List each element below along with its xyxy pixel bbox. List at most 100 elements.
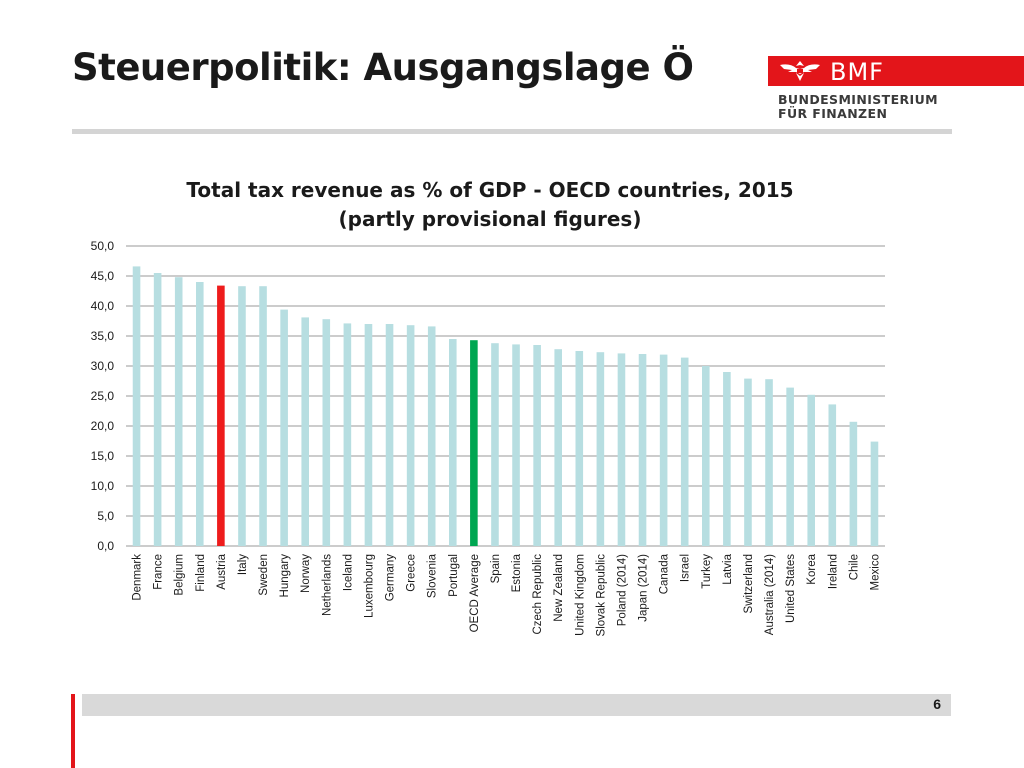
x-tick-label: Switzerland — [743, 554, 755, 613]
bar-netherlands — [322, 319, 331, 546]
x-tick-label: Germany — [385, 554, 397, 602]
page-number: 6 — [933, 696, 941, 712]
bar-slovenia — [427, 326, 436, 546]
x-tick-label: Japan (2014) — [638, 554, 650, 622]
bar-denmark — [132, 266, 141, 546]
gridlines — [126, 245, 885, 547]
x-tick-label: Poland (2014) — [616, 554, 628, 626]
chart-subtitle: (partly provisional figures) — [338, 207, 642, 231]
bar-luxembourg — [364, 324, 373, 546]
y-tick-label: 40,0 — [91, 299, 115, 313]
bar-greece — [406, 325, 415, 546]
y-tick-label: 30,0 — [91, 359, 115, 373]
x-tick-label: France — [153, 554, 165, 590]
x-tick-label: OECD Average — [469, 554, 481, 632]
y-tick-label: 50,0 — [91, 239, 115, 253]
title-divider — [72, 129, 952, 134]
chart-title: Total tax revenue as % of GDP - OECD cou… — [186, 178, 794, 202]
bar-czech-republic — [533, 345, 541, 546]
bar-turkey — [701, 366, 710, 546]
x-tick-label: Israel — [680, 554, 692, 582]
bar-canada — [659, 354, 668, 546]
slide-title: Steuerpolitik: Ausgangslage Ö — [72, 46, 694, 89]
bar-united-kingdom — [575, 351, 584, 546]
chart-title-block: Total tax revenue as % of GDP - OECD cou… — [100, 176, 880, 234]
bar-france — [153, 273, 162, 546]
y-tick-label: 5,0 — [97, 509, 114, 523]
x-tick-label: Finland — [195, 554, 207, 592]
y-tick-label: 35,0 — [91, 329, 115, 343]
bar-oecd-average — [470, 340, 478, 546]
bmf-logo: BMF BUNDESMINISTERIUM FÜR FINANZEN — [768, 56, 1024, 121]
bar-australia-2014 — [765, 379, 773, 546]
logo-line-1: BUNDESMINISTERIUM — [778, 92, 938, 107]
bar-portugal — [448, 339, 457, 546]
x-tick-label: Hungary — [279, 554, 291, 598]
bar-estonia — [512, 344, 520, 546]
y-tick-label: 45,0 — [91, 269, 115, 283]
x-tick-label: Estonia — [511, 553, 523, 592]
logo-abbr: BMF — [830, 58, 884, 86]
footer-accent — [71, 694, 75, 768]
bar-italy — [238, 286, 246, 546]
y-tick-label: 0,0 — [97, 539, 114, 553]
y-axis-tick-labels: 0,0 5,0 10,0 15,0 20,0 25,0 30,0 35,0 40,0 45,0 50… — [91, 239, 115, 553]
x-tick-label: Latvia — [722, 553, 734, 584]
bar-finland — [195, 282, 204, 546]
x-tick-label: Belgium — [174, 554, 186, 596]
x-tick-label: Slovak Republic — [595, 554, 607, 637]
x-tick-label: Spain — [490, 554, 502, 583]
x-tick-label: Chile — [848, 554, 860, 580]
x-tick-label: Denmark — [132, 554, 144, 601]
footer-bar: 6 — [82, 694, 951, 716]
y-tick-label: 15,0 — [91, 449, 115, 463]
x-tick-label: Greece — [406, 554, 418, 592]
bar-chile — [849, 421, 858, 546]
bar-norway — [301, 317, 310, 546]
bar-korea — [807, 394, 816, 546]
logo-line-2: FÜR FINANZEN — [778, 106, 888, 121]
x-tick-label: Australia (2014) — [764, 554, 776, 635]
bar-sweden — [259, 286, 267, 546]
bar-chart: 0,0 5,0 10,0 15,0 20,0 25,0 30,0 35,0 40,0 45,0 50… — [91, 239, 885, 636]
x-tick-label: United Kingdom — [574, 554, 586, 636]
bar-japan-2014 — [638, 354, 647, 546]
x-tick-label: New Zealand — [553, 554, 565, 622]
x-tick-label: Ireland — [827, 554, 839, 589]
bar-latvia — [723, 372, 731, 546]
bar-iceland — [343, 323, 352, 546]
x-tick-label: Slovenia — [427, 553, 439, 598]
x-tick-label: Luxembourg — [363, 554, 375, 618]
bar-hungary — [280, 309, 288, 546]
x-tick-label: Czech Republic — [532, 554, 544, 635]
bar-mexico — [870, 441, 879, 546]
x-axis-tick-labels: Denmark France Belgium Finland Austria Italy S… — [132, 553, 882, 636]
x-tick-label: Korea — [806, 553, 818, 584]
x-tick-label: United States — [785, 554, 797, 623]
bar-new-zealand — [554, 349, 563, 546]
bar-belgium — [174, 277, 183, 546]
x-tick-label: Sweden — [258, 554, 270, 596]
x-tick-label: Norway — [300, 554, 312, 593]
x-tick-label: Turkey — [701, 554, 713, 589]
x-tick-label: Netherlands — [321, 554, 333, 616]
bars — [132, 266, 879, 546]
bar-austria — [217, 285, 225, 546]
bar-switzerland — [744, 378, 752, 546]
bar-germany — [385, 324, 394, 546]
x-tick-label: Portugal — [448, 554, 460, 597]
y-tick-label: 10,0 — [91, 479, 115, 493]
bar-slovak-republic — [596, 352, 605, 546]
x-tick-label: Austria — [216, 553, 228, 589]
bar-united-states — [786, 387, 794, 546]
x-tick-label: Italy — [237, 554, 249, 575]
eagle-icon — [780, 61, 820, 81]
logo-red-bar: BMF — [768, 56, 1024, 86]
bar-poland-2014 — [617, 353, 626, 546]
x-tick-label: Iceland — [342, 554, 354, 591]
bar-spain — [491, 343, 499, 546]
bar-israel — [680, 357, 689, 546]
y-tick-label: 25,0 — [91, 389, 115, 403]
x-tick-label: Mexico — [869, 554, 881, 590]
bar-ireland — [828, 404, 837, 546]
